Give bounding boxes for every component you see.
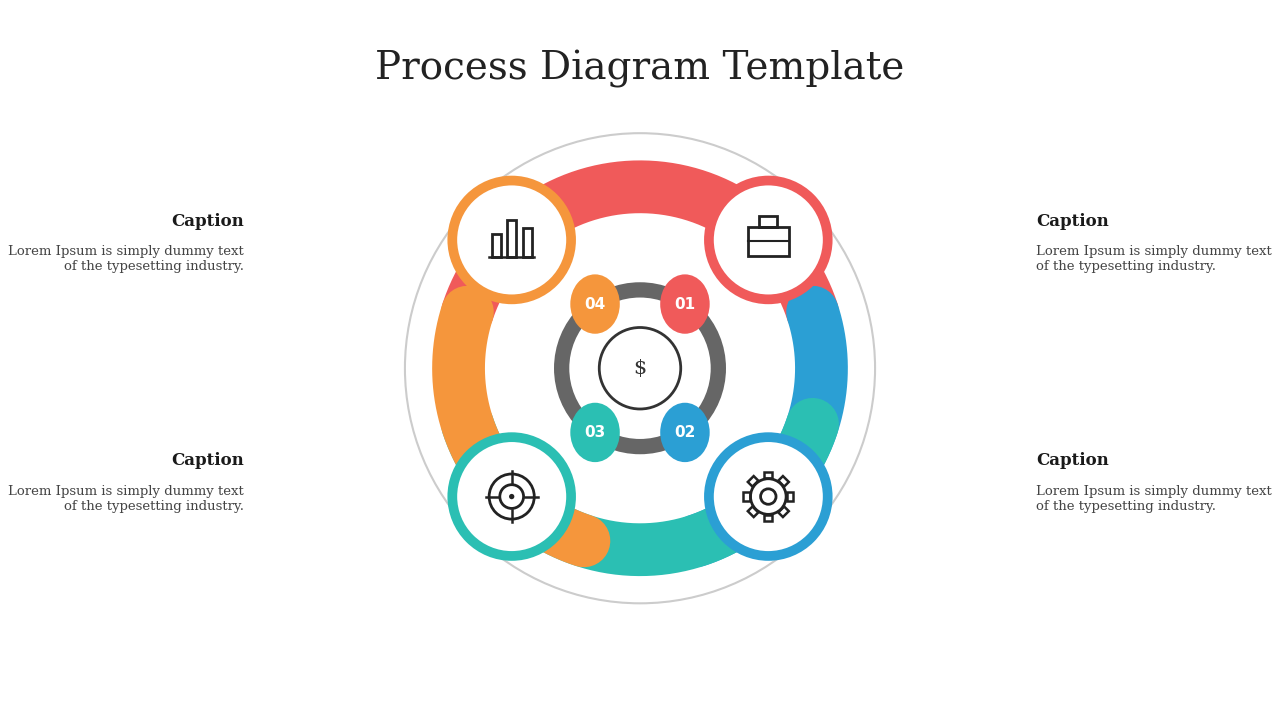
Text: Lorem Ipsum is simply dummy text
of the typesetting industry.: Lorem Ipsum is simply dummy text of the … bbox=[9, 246, 244, 274]
Circle shape bbox=[452, 437, 571, 556]
Text: 02: 02 bbox=[675, 425, 695, 440]
Circle shape bbox=[709, 437, 828, 556]
Text: 03: 03 bbox=[585, 425, 605, 440]
Text: Caption: Caption bbox=[1036, 213, 1108, 230]
Text: 01: 01 bbox=[675, 297, 695, 312]
Text: Caption: Caption bbox=[172, 213, 244, 230]
Text: Caption: Caption bbox=[1036, 452, 1108, 469]
Text: Lorem Ipsum is simply dummy text
of the typesetting industry.: Lorem Ipsum is simply dummy text of the … bbox=[1036, 485, 1271, 513]
Ellipse shape bbox=[660, 402, 709, 462]
Text: Process Diagram Template: Process Diagram Template bbox=[375, 50, 905, 89]
Bar bbox=[492, 234, 500, 256]
Circle shape bbox=[599, 328, 681, 409]
Ellipse shape bbox=[571, 402, 620, 462]
Text: 04: 04 bbox=[585, 297, 605, 312]
Circle shape bbox=[509, 494, 515, 499]
Text: Lorem Ipsum is simply dummy text
of the typesetting industry.: Lorem Ipsum is simply dummy text of the … bbox=[9, 485, 244, 513]
Circle shape bbox=[709, 181, 828, 300]
Circle shape bbox=[452, 181, 571, 300]
Ellipse shape bbox=[571, 274, 620, 334]
Bar bbox=[507, 220, 516, 256]
Text: Caption: Caption bbox=[172, 452, 244, 469]
Text: Lorem Ipsum is simply dummy text
of the typesetting industry.: Lorem Ipsum is simply dummy text of the … bbox=[1036, 246, 1271, 274]
Ellipse shape bbox=[660, 274, 709, 334]
Bar bbox=[522, 228, 531, 256]
Text: $: $ bbox=[634, 359, 646, 378]
